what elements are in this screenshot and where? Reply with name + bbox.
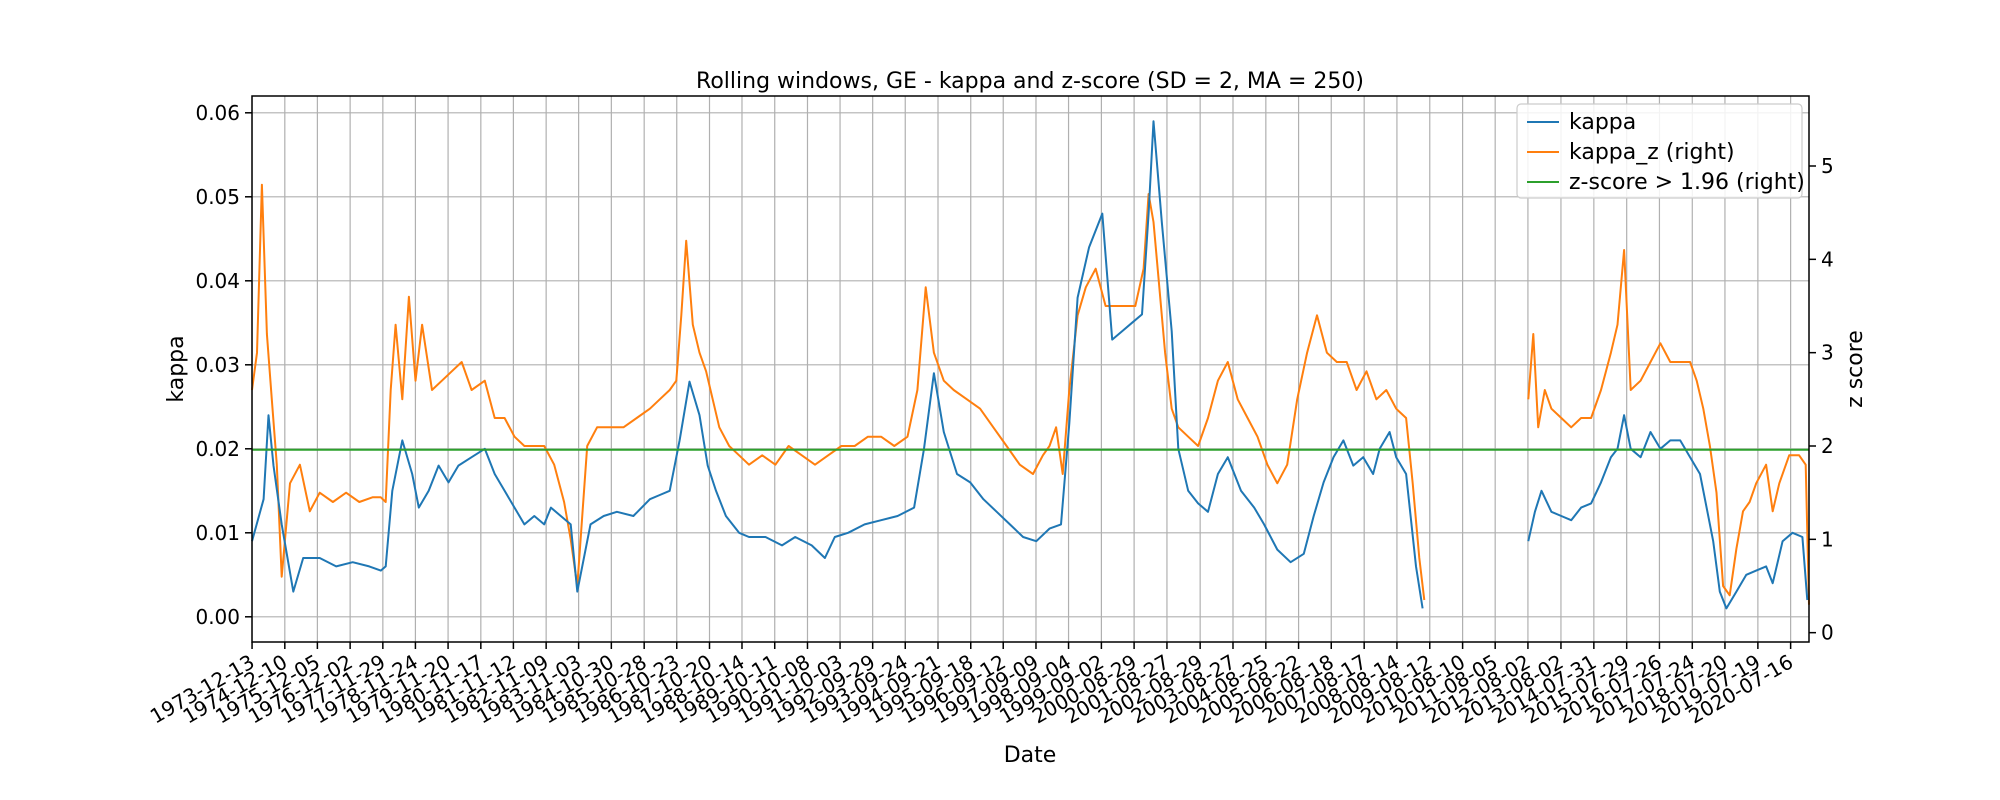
y-tick-left-label: 0.05 — [195, 185, 240, 209]
y-tick-left-label: 0.02 — [195, 437, 240, 461]
series-line-1 — [251, 183, 1426, 601]
series-line-3 — [1527, 249, 1810, 605]
y-tick-right-label: 0 — [1821, 621, 1834, 645]
y-axis-right-label: z score — [1843, 330, 1868, 408]
y-tick-left-label: 0.00 — [195, 605, 240, 629]
legend-label: kappa_z (right) — [1569, 140, 1735, 165]
series-layer — [251, 120, 1810, 610]
y-tick-left-label: 0.04 — [195, 269, 240, 293]
y-tick-right-label: 5 — [1821, 154, 1834, 178]
legend-label: kappa — [1569, 110, 1636, 135]
series-line-2 — [1527, 414, 1809, 610]
legend-box — [1516, 103, 1803, 199]
legend-label: z-score > 1.96 (right) — [1569, 170, 1805, 195]
y-tick-right-label: 1 — [1821, 527, 1834, 551]
y-tick-left-label: 0.03 — [195, 353, 240, 377]
series-line-0 — [251, 120, 1424, 609]
y-tick-right-label: 2 — [1821, 434, 1834, 458]
y-axis-left: 0.00 0.01 0.02 0.03 0.04 0.05 0.06 — [195, 101, 252, 629]
y-tick-right-label: 3 — [1821, 341, 1834, 365]
y-tick-right-label: 4 — [1821, 247, 1834, 271]
x-axis-label: Date — [1004, 743, 1057, 768]
x-axis: 1973-12-131974-12-101975-12-051976-12-02… — [146, 642, 1797, 728]
y-axis-left-label: kappa — [164, 335, 189, 402]
chart-title: Rolling windows, GE - kappa and z-score … — [696, 69, 1364, 94]
y-tick-left-label: 0.01 — [195, 521, 240, 545]
y-tick-left-label: 0.06 — [195, 101, 240, 125]
legend: kappa kappa_z (right) z-score > 1.96 (righ… — [1516, 103, 1805, 199]
plot-frame — [251, 95, 1810, 643]
y-axis-right: 0 1 2 3 4 5 — [1809, 154, 1834, 645]
